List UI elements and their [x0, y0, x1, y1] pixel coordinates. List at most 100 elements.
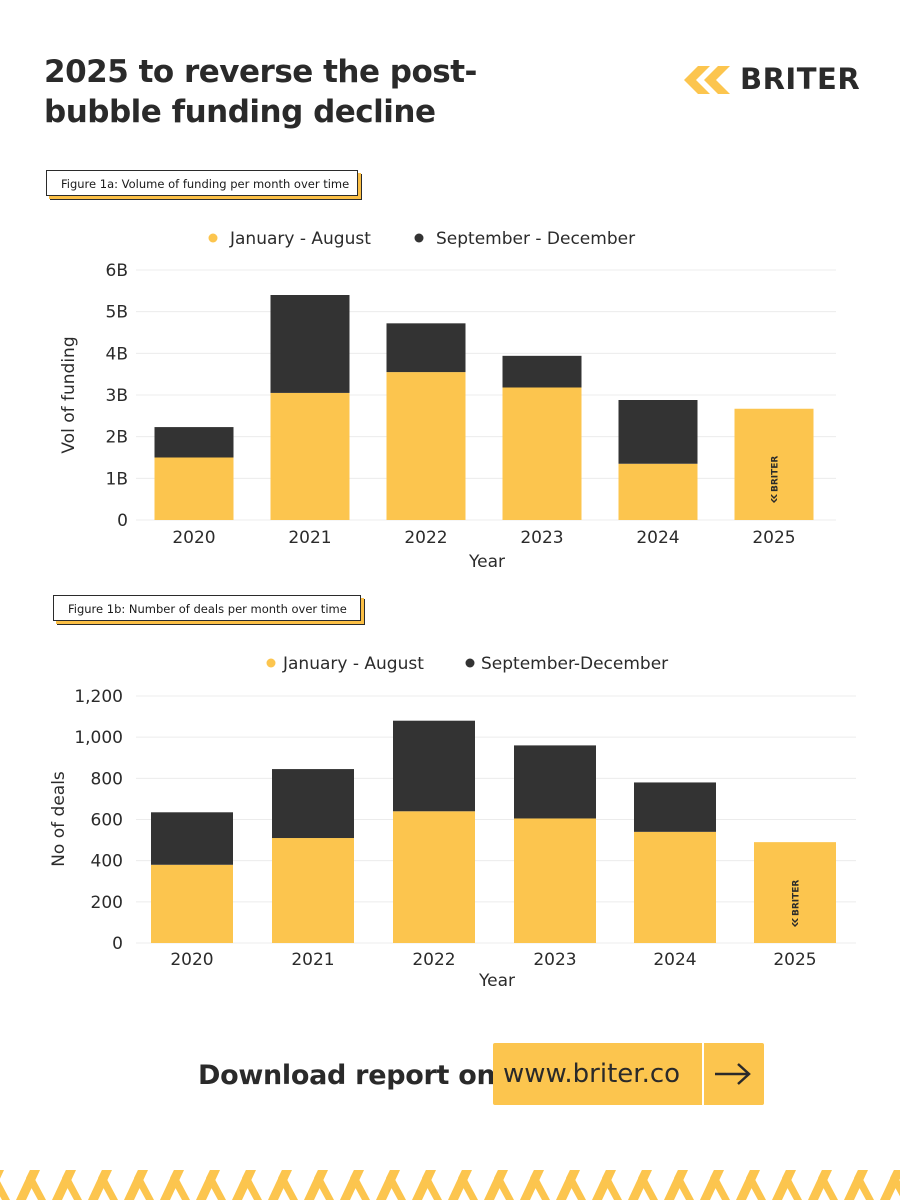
- bar-2023-sep-dec: [502, 355, 582, 388]
- brand-name: BRITER: [740, 62, 861, 96]
- y-tick-label: 0: [112, 934, 123, 954]
- figure-1b-chart: 0 200 400 600 800 1,000 1,200 January - August S…: [49, 654, 856, 991]
- bar-2024-sep-dec: [618, 400, 698, 464]
- footer-chevron: [386, 1170, 406, 1200]
- watermark-text: BRITER: [792, 880, 802, 916]
- bar-2020-jan-aug: [151, 864, 233, 943]
- legend-label: January - August: [229, 229, 371, 249]
- legend-marker: [414, 233, 424, 243]
- legend-marker: [465, 658, 475, 668]
- footer-chevron: [278, 1170, 298, 1200]
- footer-chevron: [674, 1170, 694, 1200]
- footer-chevron: [26, 1170, 46, 1200]
- y-tick-label: 800: [91, 769, 123, 789]
- y-tick-label: 4B: [106, 344, 128, 364]
- x-tick-label: 2024: [636, 528, 679, 548]
- download-url[interactable]: www.briter.co: [503, 1059, 681, 1089]
- bar-2021-jan-aug: [272, 838, 354, 943]
- footer-chevron: [818, 1170, 838, 1200]
- y-tick-label: 1,200: [74, 687, 123, 707]
- watermark-logo: BRITER: [792, 880, 802, 927]
- x-tick-label: 2020: [170, 950, 213, 970]
- bar-2021-sep-dec: [272, 769, 354, 839]
- footer-chevron: [422, 1170, 442, 1200]
- x-tick-label: 2020: [172, 528, 215, 548]
- bar-2023-jan-aug: [514, 818, 596, 943]
- bar-2020-sep-dec: [151, 812, 233, 865]
- x-tick-label: 2024: [653, 950, 696, 970]
- footer-chevron: [710, 1170, 730, 1200]
- watermark-text: BRITER: [771, 456, 781, 492]
- cta-divider: [702, 1043, 704, 1105]
- y-axis-label: No of deals: [49, 771, 69, 867]
- x-tick-label: 2023: [533, 950, 576, 970]
- footer-chevron: [854, 1170, 874, 1200]
- footer-chevron: [170, 1170, 190, 1200]
- y-tick-label: 200: [91, 893, 123, 913]
- figure-1a-label: Figure 1a: Volume of funding per month o…: [46, 170, 358, 196]
- legend-label: January - August: [282, 654, 424, 674]
- y-tick-label: 400: [91, 852, 123, 872]
- download-text: Download report on: [198, 1060, 496, 1091]
- footer-chevron: [134, 1170, 154, 1200]
- footer-chevron: [242, 1170, 262, 1200]
- x-tick-label: 2022: [412, 950, 455, 970]
- x-tick-label: 2021: [291, 950, 334, 970]
- footer-chevron: [890, 1170, 900, 1197]
- footer-chevron: [62, 1170, 82, 1200]
- footer-chevron: [638, 1170, 658, 1200]
- footer-chevron: [314, 1170, 334, 1200]
- briter-logo: BRITER: [684, 60, 864, 100]
- watermark-logo: BRITER: [771, 456, 781, 503]
- x-tick-label: 2022: [404, 528, 447, 548]
- bar-2020-sep-dec: [154, 427, 234, 458]
- footer-chevron: [350, 1170, 370, 1200]
- x-axis-label: Year: [478, 971, 515, 991]
- y-tick-label: 3B: [106, 386, 128, 406]
- bar-2022-jan-aug: [393, 811, 475, 943]
- x-tick-label: 2021: [288, 528, 331, 548]
- bar-2021-sep-dec: [270, 295, 350, 393]
- bar-2021-jan-aug: [270, 392, 350, 520]
- bar-2024-jan-aug: [634, 831, 716, 943]
- x-tick-label: 2025: [773, 950, 816, 970]
- bar-2022-sep-dec: [393, 720, 475, 812]
- footer-chevron-pattern: [0, 1170, 900, 1200]
- y-tick-label: 6B: [106, 261, 128, 281]
- legend-label: September - December: [436, 229, 635, 249]
- footer-chevron: [206, 1170, 226, 1200]
- bar-2022-sep-dec: [386, 323, 466, 373]
- x-tick-label: 2023: [520, 528, 563, 548]
- arrow-right-icon[interactable]: [713, 1059, 753, 1089]
- bar-2022-jan-aug: [386, 372, 466, 520]
- bar-2024-sep-dec: [634, 782, 716, 832]
- bar-2023-sep-dec: [514, 745, 596, 819]
- figure-1a-chart: 0 1B 2B 3B 4B 5B 6B January - August September -…: [59, 229, 836, 572]
- x-axis-label: Year: [468, 552, 505, 572]
- footer-chevron: [566, 1170, 586, 1200]
- y-tick-label: 1,000: [74, 728, 123, 748]
- figure-1b-label: Figure 1b: Number of deals per month ove…: [53, 595, 361, 621]
- bar-2024-jan-aug: [618, 463, 698, 520]
- y-axis-label: Vol of funding: [59, 336, 79, 453]
- footer-chevron: [782, 1170, 802, 1200]
- download-link-button[interactable]: www.briter.co: [493, 1043, 764, 1105]
- page-title: 2025 to reverse the post-bubble funding …: [44, 54, 477, 130]
- y-tick-label: 1B: [106, 469, 128, 489]
- bar-2020-jan-aug: [154, 457, 234, 520]
- footer-chevron: [0, 1181, 10, 1200]
- y-tick-label: 600: [91, 811, 123, 831]
- legend-marker: [266, 658, 276, 668]
- x-tick-label: 2025: [752, 528, 795, 548]
- footer-chevron: [746, 1170, 766, 1200]
- legend-label: September-December: [481, 654, 668, 674]
- footer-chevron: [98, 1170, 118, 1200]
- y-tick-label: 2B: [106, 428, 128, 448]
- y-tick-label: 5B: [106, 303, 128, 323]
- footer-chevron: [530, 1170, 550, 1200]
- briter-chevron-icon: [684, 66, 730, 94]
- footer-chevron: [602, 1170, 622, 1200]
- y-tick-label: 0: [117, 511, 128, 531]
- legend-marker: [208, 233, 218, 243]
- footer-chevron: [458, 1170, 478, 1200]
